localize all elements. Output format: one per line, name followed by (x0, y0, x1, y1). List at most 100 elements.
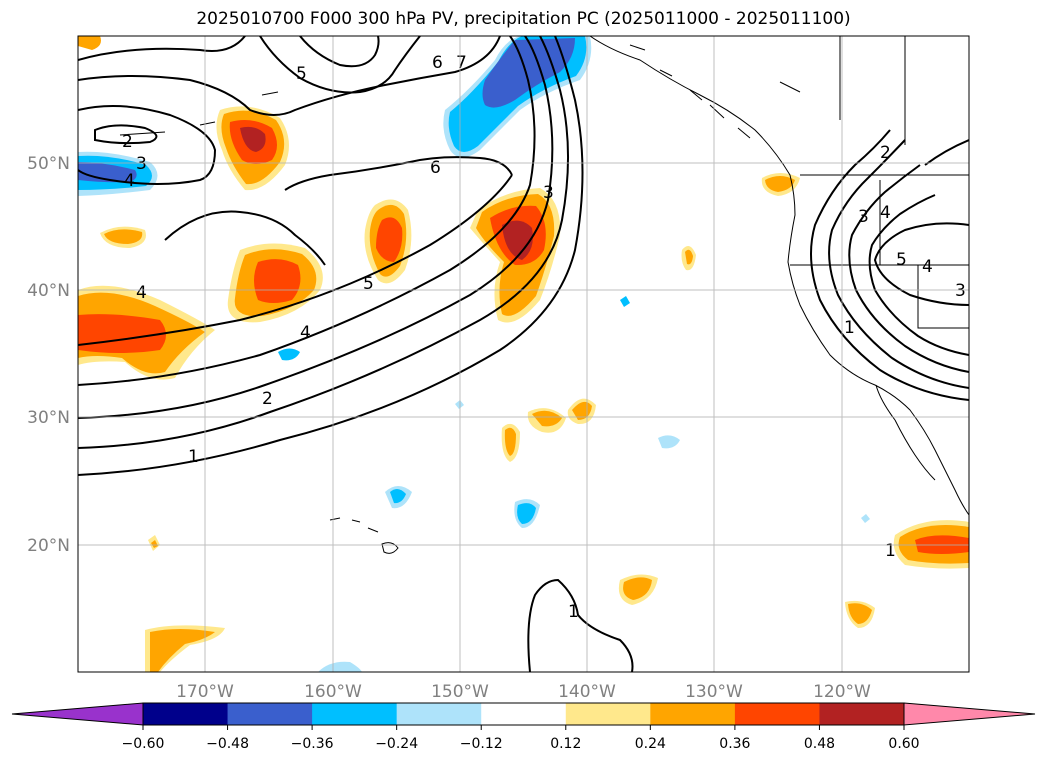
precip-positive-anomalies (78, 36, 969, 672)
colorbar-tick-label: 0.36 (719, 736, 750, 752)
pv-contour-north-4 (78, 36, 246, 61)
contour-label: 4 (124, 171, 135, 191)
coastline-inland-border (790, 36, 969, 329)
colorbar-tick-label: −0.12 (460, 736, 503, 752)
precip-blob-sw (150, 629, 215, 672)
precip-blob-small (685, 249, 693, 265)
pv-contours (78, 36, 969, 672)
pv-contour-2 (78, 36, 569, 449)
precip-blob-small (151, 540, 158, 548)
contour-label: 1 (568, 602, 579, 622)
coastline-hawaii (329, 517, 399, 554)
pv-contour-north-1 (78, 36, 501, 116)
pv-contour-na-1 (810, 129, 969, 401)
precip-blob-small (104, 229, 143, 244)
lon-tick-label: 170°W (176, 682, 234, 702)
lon-tick-label: 140°W (558, 682, 616, 702)
pv-contour-6a (284, 156, 513, 191)
colorbar-tick-label: −0.36 (291, 736, 334, 752)
colorbar-tick-label: −0.60 (122, 736, 165, 752)
pv-contour-1 (78, 36, 584, 476)
pv-contour-52n-ring (94, 124, 158, 145)
contour-label: 3 (543, 183, 554, 203)
colorbar-ticks: −0.60 −0.48 −0.36 −0.24 −0.12 0.12 0.24 0.36 0.4… (122, 725, 920, 752)
colorbar-tick-label: 0.60 (888, 736, 919, 752)
precip-blob-small-blue (278, 348, 300, 361)
colorbar-tick-label: 0.24 (635, 736, 666, 752)
pv-contour-7 (164, 210, 326, 266)
contour-label: 6 (430, 158, 441, 178)
precip-blob-small-blue (620, 296, 630, 307)
colorbar-tick-label: −0.48 (206, 736, 249, 752)
map-frame (77, 35, 970, 673)
pv-contour-na-3 (848, 164, 969, 373)
lon-tick-label: 120°W (813, 682, 871, 702)
colorbar-segment (481, 703, 567, 725)
lat-axis: 50°N 40°N 30°N 20°N (27, 154, 70, 556)
precip-blob-corner (78, 36, 101, 50)
pv-contour-na-5 (873, 222, 969, 306)
gridlines (78, 36, 969, 672)
contour-label: 2 (880, 143, 891, 163)
map-content: 1 1 2 2 3 3 4 4 5 5 6 6 7 1 1 3 4 5 4 3 … (78, 36, 969, 672)
contour-label: 1 (885, 541, 896, 561)
pv-contour-na-4 (868, 194, 969, 356)
colorbar-segment (819, 703, 905, 725)
lat-tick-label: 50°N (27, 154, 70, 174)
contour-label: 1 (188, 447, 199, 467)
contour-label: 5 (896, 250, 907, 270)
lon-tick-label: 160°W (304, 682, 362, 702)
colorbar-tick-label: 0.12 (550, 736, 581, 752)
colorbar-segment (227, 703, 313, 725)
colorbar-border (142, 702, 905, 726)
contour-label: 7 (456, 53, 467, 73)
pv-contour-na-2 (828, 139, 969, 389)
colorbar-extend-high (903, 702, 1036, 726)
precip-blob-small (765, 176, 795, 192)
contour-label: 5 (296, 64, 307, 84)
precip-blob-gulf (482, 38, 575, 108)
colorbar-segment (312, 703, 398, 725)
pv-contour-north-3 (299, 36, 380, 68)
precip-blob-small (504, 427, 516, 456)
colorbar-extend-low (11, 702, 144, 726)
map-background (78, 36, 969, 672)
coastline-baja (875, 384, 936, 481)
pv-contour-south-1 (527, 578, 634, 672)
pv-contour-3 (78, 36, 554, 419)
precip-blob-small-blue (517, 503, 536, 524)
precip-blob-small (848, 603, 872, 624)
colorbar-segment (143, 703, 229, 725)
map-title: 2025010700 F000 300 hPa PV, precipitatio… (196, 9, 851, 29)
lon-axis: 170°W 160°W 150°W 140°W 130°W 120°W (176, 682, 871, 702)
coastline-alaska-islands (629, 44, 801, 139)
contour-label: 2 (122, 132, 133, 152)
colorbar-segment (565, 703, 651, 725)
precip-blob-165w (254, 259, 301, 303)
precip-blob-west (78, 314, 166, 353)
contour-label: 3 (136, 154, 147, 174)
contour-label: 2 (262, 389, 273, 409)
lat-tick-label: 20°N (27, 536, 70, 556)
coastlines (119, 36, 969, 554)
contour-label: 4 (880, 203, 891, 223)
precip-blob-small-blue (390, 488, 406, 504)
contour-label: 4 (300, 323, 311, 343)
precip-blob-small-blue (318, 661, 362, 672)
contour-label: 4 (922, 257, 933, 277)
contour-label: 3 (955, 281, 966, 301)
contour-label: 1 (844, 318, 855, 338)
coastline-aleutians (119, 91, 279, 136)
contour-label: 5 (363, 274, 374, 294)
coastline-north-america (589, 36, 969, 516)
precip-blob-small (623, 577, 652, 600)
colorbar-segments (143, 703, 905, 725)
pv-contour-labels: 1 1 2 2 3 3 4 4 5 5 6 6 7 1 1 3 4 5 4 3 … (122, 53, 966, 622)
colorbar-tick-label: 0.48 (804, 736, 835, 752)
lat-tick-label: 30°N (27, 408, 70, 428)
pv-contour-north-2 (259, 36, 421, 94)
colorbar-tick-label: −0.24 (375, 736, 418, 752)
precip-blob-small-blue (861, 514, 870, 523)
colorbar-segment (734, 703, 820, 725)
